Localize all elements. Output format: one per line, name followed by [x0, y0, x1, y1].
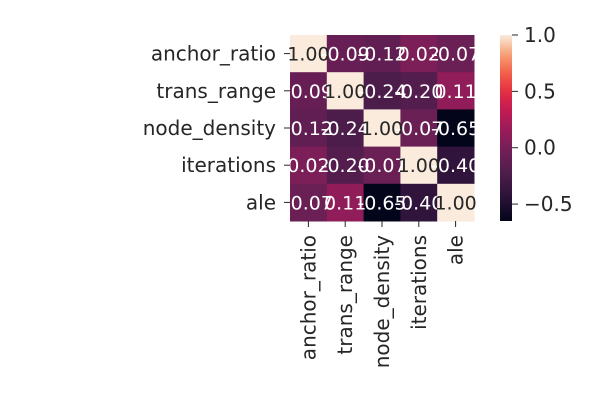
row-label-trans_range: trans_range — [156, 79, 276, 103]
cell-value-3-2: -0.07 — [357, 155, 406, 177]
heatmap-cell-0-1 — [326, 35, 365, 73]
heatmap-cell-1-0 — [290, 72, 328, 110]
colorbar-tick-label-3: −0.5 — [524, 192, 573, 216]
row-label-anchor_ratio: anchor_ratio — [151, 42, 276, 66]
cell-value-2-2: 1.00 — [361, 118, 403, 140]
heatmap-cell-0-0 — [290, 35, 328, 73]
heatmap-cell-4-4 — [437, 183, 475, 222]
cell-value-3-1: -0.20 — [321, 155, 370, 177]
heatmap-cell-2-3 — [400, 109, 438, 148]
cell-value-0-3: 0.02 — [398, 44, 440, 66]
cell-value-4-3: -0.40 — [394, 192, 443, 214]
cell-value-1-4: 0.11 — [434, 81, 476, 103]
heatmap-cell-4-0 — [290, 183, 328, 222]
cell-value-3-3: 1.00 — [398, 155, 440, 177]
heatmap-cell-2-0 — [290, 109, 328, 148]
cell-value-4-4: 1.00 — [434, 192, 476, 214]
cell-value-0-2: -0.12 — [357, 44, 406, 66]
heatmap-cell-1-1 — [326, 72, 365, 110]
cell-value-0-4: -0.07 — [431, 44, 480, 66]
row-label-node_density: node_density — [143, 116, 276, 140]
cell-value-4-0: -0.07 — [284, 192, 333, 214]
cell-value-2-3: -0.07 — [394, 118, 443, 140]
row-label-ale: ale — [246, 190, 276, 214]
col-labels: anchor_ratio trans_range node_density itera… — [296, 221, 468, 368]
heatmap-cell-2-4 — [437, 109, 475, 148]
cell-value-0-1: -0.09 — [321, 44, 370, 66]
cell-value-1-0: -0.09 — [284, 81, 333, 103]
heatmap-cell-4-2 — [363, 183, 401, 222]
col-label-ale: ale — [444, 235, 468, 265]
colorbar-tick-label-1: 0.5 — [524, 79, 556, 103]
heatmap-cell-3-1 — [326, 146, 365, 185]
cell-value-1-1: 1.00 — [324, 81, 366, 103]
heatmap-cell-3-0 — [290, 146, 328, 185]
heatmap-cell-1-2 — [363, 72, 401, 110]
heatmap-cell-1-4 — [437, 72, 475, 110]
cell-value-4-2: -0.65 — [357, 192, 406, 214]
colorbar: 1.0 0.5 0.0 −0.5 — [500, 23, 573, 221]
heatmap-cell-3-3 — [400, 146, 438, 185]
heatmap-cell-0-3 — [400, 35, 438, 73]
cell-value-2-4: -0.65 — [431, 118, 480, 140]
cell-value-3-0: 0.02 — [287, 155, 329, 177]
cell-value-2-1: -0.24 — [321, 118, 370, 140]
heatmap-cell-0-4 — [437, 35, 475, 73]
heatmap-cell-2-1 — [326, 109, 365, 148]
heatmap-cell-4-3 — [400, 183, 438, 222]
heatmap-cell-3-2 — [363, 146, 401, 185]
cell-value-2-0: -0.12 — [284, 118, 333, 140]
colorbar-tick-label-0: 1.0 — [524, 23, 556, 47]
cell-value-1-2: -0.24 — [357, 81, 406, 103]
heatmap-cell-2-2 — [363, 109, 401, 148]
heatmap-cell-1-3 — [400, 72, 438, 110]
col-label-iterations: iterations — [407, 235, 431, 330]
heatmap-cell-3-4 — [437, 146, 475, 185]
cell-value-1-3: -0.20 — [394, 81, 443, 103]
row-labels: anchor_ratio trans_range node_densityitera… — [143, 42, 290, 214]
col-label-node_density: node_density — [370, 235, 394, 368]
col-label-anchor_ratio: anchor_ratio — [296, 235, 320, 360]
col-label-trans_range: trans_range — [333, 235, 357, 355]
colorbar-tick-label-2: 0.0 — [524, 136, 556, 160]
cell-value-0-0: 1.00 — [287, 44, 329, 66]
colorbar-gradient — [500, 35, 512, 221]
cell-value-4-1: 0.11 — [324, 192, 366, 214]
row-label-iterations: iterations — [181, 153, 276, 177]
cell-value-3-4: -0.40 — [431, 155, 480, 177]
heatmap-cell-0-2 — [363, 35, 401, 73]
heatmap-cells: 1.00-0.09-0.120.02-0.07-0.091.00-0.24-0.… — [284, 35, 480, 222]
heatmap-cell-4-1 — [326, 183, 365, 222]
